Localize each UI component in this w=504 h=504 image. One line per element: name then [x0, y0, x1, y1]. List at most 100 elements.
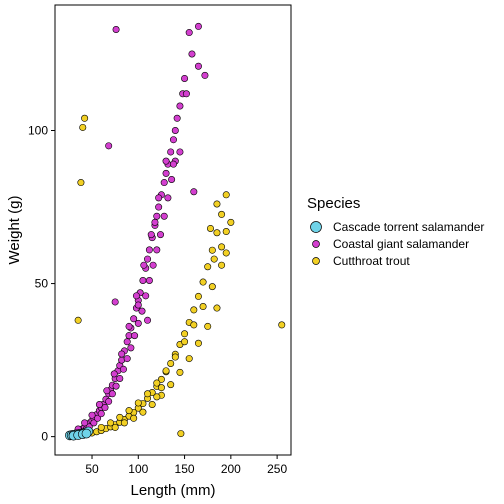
x-tick-label: 50 [85, 462, 99, 476]
point-coastal-giant-salamander [94, 414, 102, 422]
point-coastal-giant-salamander [153, 212, 161, 220]
point-coastal-giant-salamander [176, 102, 184, 110]
point-coastal-giant-salamander [90, 419, 98, 427]
x-axis: 50 100 150 200 250 [85, 455, 287, 476]
point-coastal-giant-salamander [127, 344, 135, 352]
y-tick-label: 0 [41, 430, 48, 444]
point-cutthroat-trout [190, 321, 198, 329]
point-coastal-giant-salamander [168, 175, 176, 183]
point-coastal-giant-salamander [171, 127, 179, 135]
point-coastal-giant-salamander [144, 255, 152, 263]
x-tick-label: 100 [128, 462, 148, 476]
point-coastal-giant-salamander [139, 277, 147, 285]
x-tick-label: 200 [221, 462, 241, 476]
point-coastal-giant-salamander [190, 188, 198, 196]
point-cutthroat-trout [194, 339, 202, 347]
legend: Species Cascade torrent salamander Coasta… [307, 195, 484, 268]
point-coastal-giant-salamander [101, 404, 109, 412]
point-cutthroat-trout [162, 367, 170, 375]
plot-panel [54, 4, 292, 456]
point-coastal-giant-salamander [167, 148, 175, 156]
point-cutthroat-trout [79, 123, 87, 131]
legend-label-cascade-torrent-salamander: Cascade torrent salamander [333, 220, 484, 234]
point-cutthroat-trout [206, 224, 214, 232]
point-cutthroat-trout [222, 191, 230, 199]
point-cutthroat-trout [116, 413, 124, 421]
point-coastal-giant-salamander [125, 322, 133, 330]
point-coastal-giant-salamander [97, 410, 105, 418]
point-cutthroat-trout [204, 263, 212, 271]
point-cutthroat-trout [190, 306, 198, 314]
point-coastal-giant-salamander [185, 29, 193, 37]
point-cutthroat-trout [208, 283, 216, 291]
point-coastal-giant-salamander [144, 316, 152, 324]
point-cutthroat-trout [120, 419, 128, 427]
point-cutthroat-trout [218, 261, 226, 269]
point-cutthroat-trout [153, 379, 161, 387]
point-coastal-giant-salamander [160, 179, 168, 187]
point-cutthroat-trout [222, 249, 230, 257]
point-coastal-giant-salamander [88, 411, 96, 419]
point-cutthroat-trout [111, 423, 119, 431]
point-cutthroat-trout [213, 304, 221, 312]
point-cutthroat-trout [208, 246, 216, 254]
point-cutthroat-trout [97, 423, 105, 431]
legend-label-cutthroat-trout: Cutthroat trout [333, 254, 410, 268]
point-coastal-giant-salamander [130, 315, 138, 323]
point-cutthroat-trout [218, 210, 226, 218]
point-coastal-giant-salamander [131, 332, 139, 340]
point-coastal-giant-salamander [145, 277, 153, 285]
x-axis-title: Length (mm) [130, 482, 215, 499]
point-cutthroat-trout [177, 430, 185, 438]
point-coastal-giant-salamander [112, 25, 120, 33]
point-coastal-giant-salamander [182, 90, 190, 98]
point-coastal-giant-salamander [138, 307, 146, 315]
legend-title: Species [307, 195, 360, 212]
point-coastal-giant-salamander [164, 194, 172, 202]
points-layer [65, 22, 286, 441]
point-coastal-giant-salamander [147, 231, 155, 239]
point-cutthroat-trout [194, 292, 202, 300]
point-cutthroat-trout [144, 390, 152, 398]
point-coastal-giant-salamander [160, 212, 168, 220]
point-cutthroat-trout [139, 408, 147, 416]
legend-key-cascade-torrent-salamander [310, 221, 322, 233]
point-coastal-giant-salamander [108, 390, 116, 398]
point-coastal-giant-salamander [105, 142, 113, 150]
point-coastal-giant-salamander [118, 350, 126, 358]
point-coastal-giant-salamander [142, 292, 150, 300]
point-coastal-giant-salamander [110, 370, 118, 378]
point-cutthroat-trout [199, 278, 207, 286]
point-coastal-giant-salamander [176, 148, 184, 156]
point-cutthroat-trout [204, 322, 212, 330]
point-cutthroat-trout [125, 407, 133, 415]
point-coastal-giant-salamander [169, 136, 177, 144]
y-tick-label: 50 [35, 277, 49, 291]
y-axis-title: Weight (g) [6, 196, 23, 265]
point-coastal-giant-salamander [111, 298, 119, 306]
point-cutthroat-trout [157, 375, 165, 383]
point-cutthroat-trout [213, 200, 221, 208]
legend-key-coastal-giant-salamander [312, 240, 320, 248]
point-cutthroat-trout [157, 384, 165, 392]
point-cutthroat-trout [181, 338, 189, 346]
point-coastal-giant-salamander [105, 397, 113, 405]
point-coastal-giant-salamander [132, 292, 140, 300]
point-coastal-giant-salamander [119, 365, 127, 373]
point-coastal-giant-salamander [123, 355, 131, 363]
point-cutthroat-trout [210, 255, 218, 263]
point-coastal-giant-salamander [155, 194, 163, 202]
point-coastal-giant-salamander [149, 261, 157, 269]
point-cascade-torrent-salamander [81, 428, 92, 439]
legend-key-cutthroat-trout [312, 257, 320, 265]
point-coastal-giant-salamander [145, 246, 153, 254]
point-coastal-giant-salamander [134, 319, 142, 327]
point-coastal-giant-salamander [81, 419, 89, 427]
point-cutthroat-trout [81, 114, 89, 122]
point-cutthroat-trout [130, 414, 138, 422]
x-tick-label: 250 [267, 462, 287, 476]
point-cutthroat-trout [107, 419, 115, 427]
point-coastal-giant-salamander [140, 261, 148, 269]
point-cutthroat-trout [134, 399, 142, 407]
point-cutthroat-trout [176, 368, 184, 376]
